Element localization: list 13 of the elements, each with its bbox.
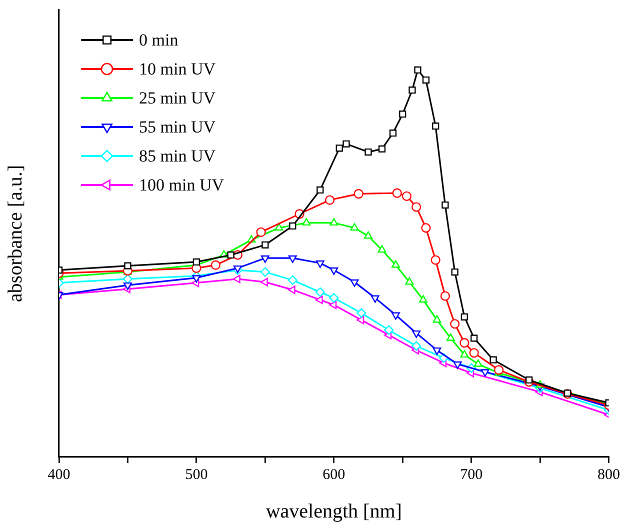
x-tick-label: 400 — [48, 466, 70, 483]
legend-label: 85 min UV — [139, 146, 216, 166]
legend-label: 25 min UV — [139, 88, 216, 108]
x-tick-label: 800 — [598, 466, 620, 483]
x-tick-label: 600 — [322, 466, 346, 483]
legend-label: 0 min — [139, 30, 179, 50]
legend-label: 10 min UV — [139, 59, 216, 78]
legend-label: 55 min UV — [139, 117, 216, 136]
y-axis-title: absorbance [a.u.] — [4, 164, 26, 302]
x-tick-label: 700 — [460, 466, 483, 483]
x-tick-label: 500 — [185, 466, 208, 483]
legend-label: 100 min UV — [139, 175, 225, 194]
x-axis-title: wavelength [nm] — [266, 500, 402, 522]
